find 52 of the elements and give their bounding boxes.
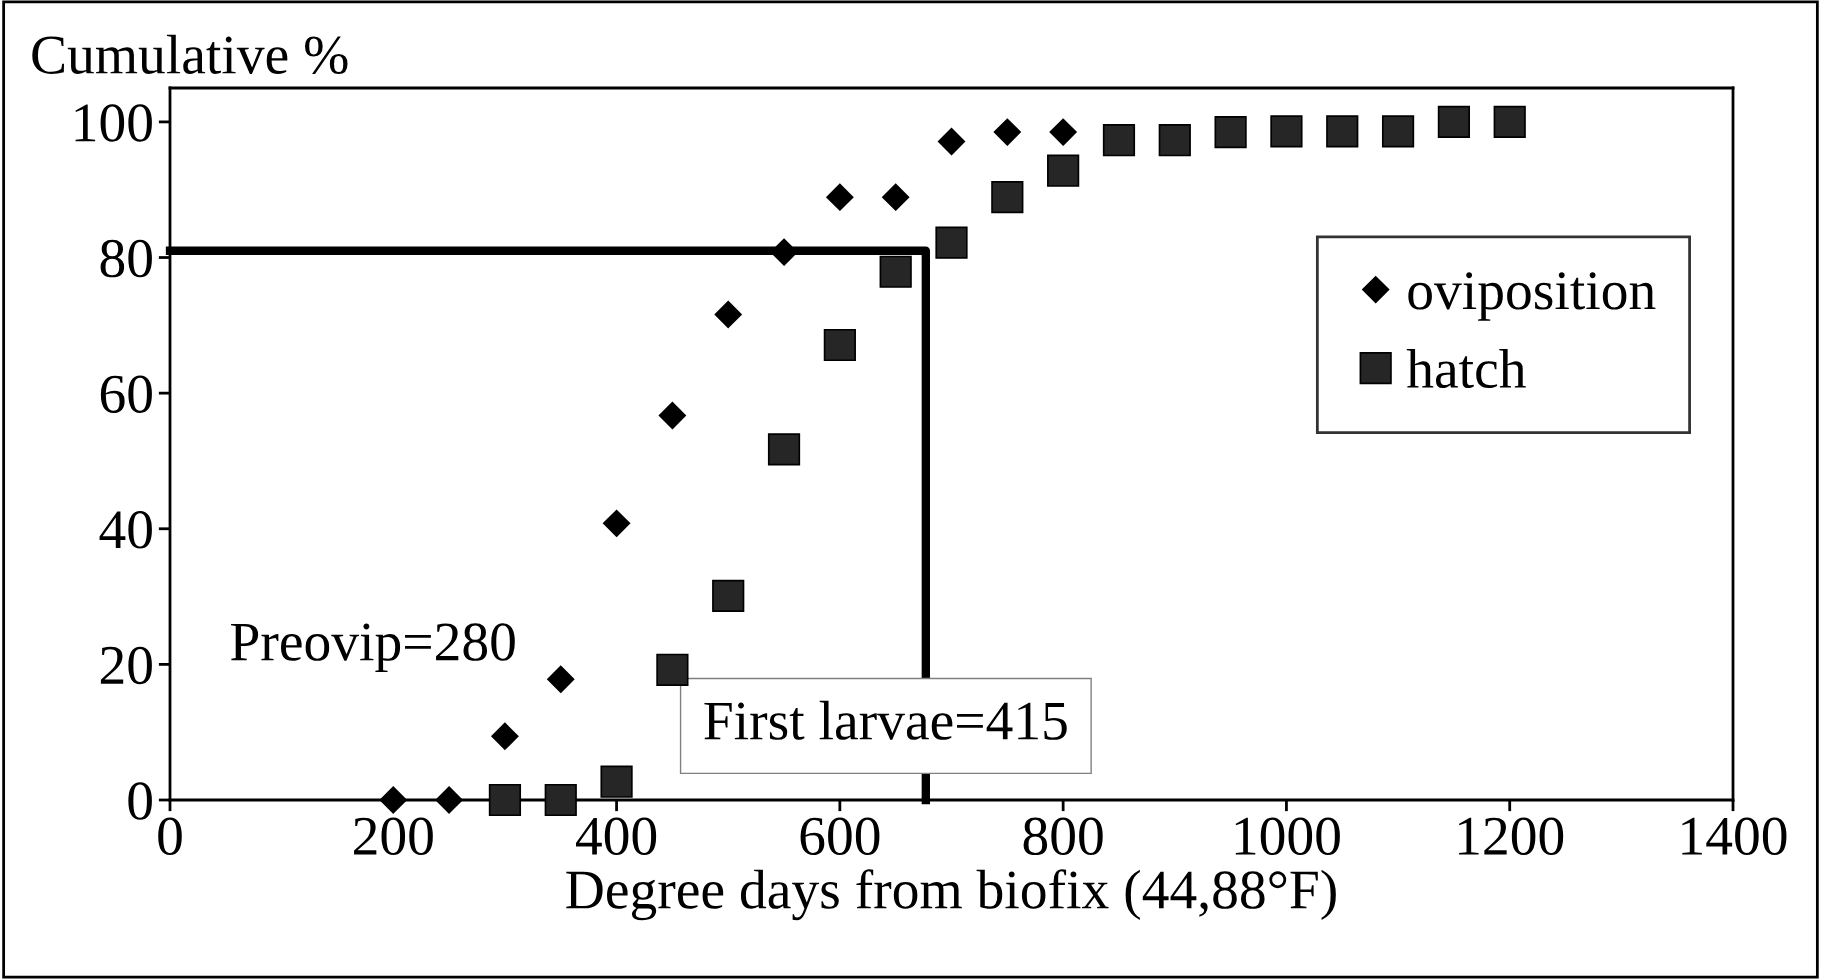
point [826, 183, 854, 211]
point [714, 300, 742, 329]
annotation: First larvae=415 [704, 700, 1067, 740]
point [1049, 118, 1077, 146]
point [435, 786, 463, 814]
x-tick-label: 1200 [1459, 817, 1564, 856]
point [600, 765, 633, 798]
point [882, 183, 910, 211]
x-tick-label: 1000 [1235, 817, 1340, 856]
point [1326, 115, 1359, 148]
point [547, 665, 575, 693]
point [488, 783, 522, 817]
point [1493, 105, 1526, 139]
point [770, 238, 798, 266]
point [602, 509, 631, 537]
point [491, 722, 519, 750]
x-axis-title: Degree days from biofix (44,88°F) [566, 869, 1336, 921]
point [1270, 115, 1303, 148]
x-tick-label: 200 [354, 817, 433, 856]
x-tick-label: 0 [158, 817, 182, 856]
y-axis-title: Cumulative % [32, 34, 348, 75]
point [991, 181, 1024, 214]
point [935, 226, 968, 259]
point [1047, 154, 1080, 187]
y-tick-label: 20 [100, 646, 152, 685]
point [993, 118, 1021, 146]
point [712, 579, 745, 613]
point [379, 786, 407, 814]
legend-label: hatch [1406, 348, 1526, 389]
point [1381, 115, 1415, 148]
y-tick-label: 60 [100, 375, 152, 413]
legend-label: oviposition [1408, 272, 1656, 321]
point [1102, 124, 1136, 157]
point [544, 783, 577, 817]
point [767, 433, 801, 466]
point [656, 653, 689, 686]
y-tick-label: 0 [128, 782, 152, 820]
point [1214, 115, 1247, 149]
x-tick-label: 600 [800, 817, 880, 856]
annotation: Preovip=280 [231, 623, 515, 673]
y-tick-label: 80 [100, 239, 152, 278]
x-tick-label: 800 [1023, 817, 1103, 856]
y-tick-label: 40 [99, 511, 152, 549]
x-tick-label: 1400 [1682, 817, 1787, 856]
point [658, 401, 686, 430]
x-tick-label: 400 [575, 817, 657, 856]
point [879, 255, 912, 288]
y-tick-label: 100 [75, 104, 152, 142]
point [823, 328, 856, 362]
point [1437, 105, 1471, 139]
point [937, 127, 966, 156]
point [1158, 124, 1191, 157]
